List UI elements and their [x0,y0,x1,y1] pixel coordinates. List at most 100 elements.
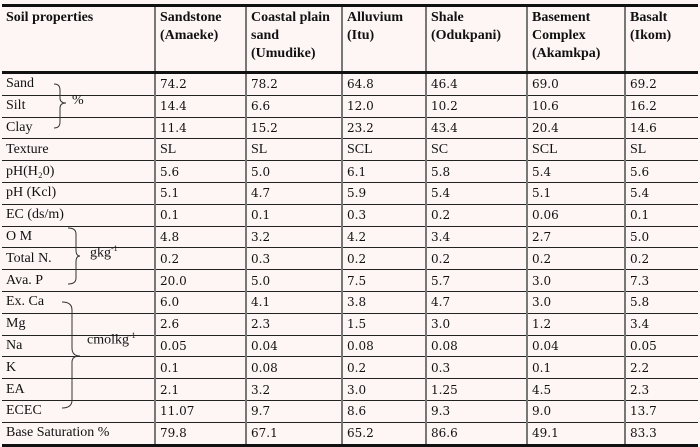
row-label: ECEC [2,399,155,423]
column-header: Soil properties [2,5,155,74]
row-label: pH (Kcl) [2,181,155,205]
table-cell: 64.8 [341,72,426,96]
table-cell: 3.4 [425,225,527,248]
table-cell: 4.7 [425,290,527,314]
table-cell: 5.1 [154,181,246,205]
table-cell: 2.7 [526,225,625,248]
table-cell: 43.4 [425,116,527,139]
table-cell: 7.5 [341,269,426,292]
column-header: Basalt (Ikom) [624,5,698,74]
table-cell: 0.2 [624,247,698,270]
row-label: Texture [2,138,155,161]
table-cell: 11.07 [154,399,246,423]
table-cell: 5.0 [245,160,342,183]
row-label: Ava. P [2,269,155,292]
table-cell: 0.05 [154,334,246,357]
table-cell: 0.1 [245,203,342,227]
cmolkg-unit: cmolkg-1 [87,331,136,348]
table-cell: 0.06 [526,203,625,227]
table-cell: 0.2 [526,247,625,270]
header-row: Soil properties Sandstone (Amaeke) Coastal… [2,5,698,74]
table-cell: 0.1 [154,203,246,227]
table-cell: 0.2 [425,247,527,270]
table-cell: 0.08 [425,334,527,357]
table-cell: 0.1 [526,356,625,379]
column-header: Sandstone (Amaeke) [154,5,246,74]
table-cell: 6.1 [341,160,426,183]
table-row: pH (Kcl) 5.1 4.7 5.9 5.4 5.1 5.4 [2,181,698,205]
table-cell: 4.2 [341,225,426,248]
table-cell: SCL [526,138,625,161]
table-cell: 5.4 [425,181,527,205]
table-cell: 4.1 [245,290,342,314]
table-cell: 10.2 [425,94,527,118]
table-cell: 5.8 [425,160,527,183]
table-row: O M 4.8 3.2 4.2 3.4 2.7 5.0 [2,225,698,248]
table-cell: 14.4 [154,94,246,118]
table-cell: 23.2 [341,116,426,139]
row-label: EC (ds/m) [2,203,155,227]
row-label: Sand [6,76,34,92]
table-cell: 11.4 [154,116,246,139]
table-row: K 0.1 0.08 0.2 0.3 0.1 2.2 [2,356,698,379]
table-cell: SCL [341,138,426,161]
row-label: K [2,356,155,379]
table-row: Na 0.05 0.04 0.08 0.08 0.04 0.05 [2,334,698,357]
table-cell: 5.7 [425,269,527,292]
table-cell: 69.2 [624,72,698,96]
table-cell: 5.4 [526,160,625,183]
row-label: Base Saturation % [2,421,155,446]
table-row: Total N. 0.2 0.3 0.2 0.2 0.2 0.2 [2,247,698,270]
table-cell: 46.4 [425,72,527,96]
table-cell: 3.0 [526,269,625,292]
table-cell: 9.7 [245,399,342,423]
table-cell: SL [154,138,246,161]
table-cell: 8.6 [341,399,426,423]
table-cell: 0.04 [526,334,625,357]
column-header: Shale (Odukpani) [425,5,527,74]
table-cell: 65.2 [341,421,426,446]
table-cell: 10.6 [526,94,625,118]
table-cell: 16.2 [624,94,698,118]
table-cell: 5.9 [341,181,426,205]
table-cell: 0.3 [425,356,527,379]
table-cell: 9.3 [425,399,527,423]
table-cell: 1.25 [425,378,527,401]
table-row: Texture SL SL SCL SC SCL SL [2,138,698,161]
table-row: Silt 14.4 6.6 12.0 10.2 10.6 16.2 [2,94,698,118]
table-cell: 49.1 [526,421,625,446]
table-cell: 0.1 [624,203,698,227]
table-row: ECEC 11.07 9.7 8.6 9.3 9.0 13.7 [2,399,698,423]
table-cell: 0.2 [425,203,527,227]
table-cell: 0.2 [341,356,426,379]
table-cell: 5.4 [624,181,698,205]
table-cell: 9.0 [526,399,625,423]
table-cell: 3.2 [245,225,342,248]
table-cell: 0.1 [154,356,246,379]
table-cell: 5.0 [245,269,342,292]
table-cell: 0.2 [341,247,426,270]
table-cell: 13.7 [624,399,698,423]
table-cell: 0.04 [245,334,342,357]
table-cell: 83.3 [624,421,698,446]
table-cell: 2.3 [624,378,698,401]
table-cell: 5.1 [526,181,625,205]
table-cell: 3.0 [425,312,527,336]
table-cell: 3.4 [624,312,698,336]
table-cell: 3.2 [245,378,342,401]
table-cell: 20.4 [526,116,625,139]
row-label: Clay [2,116,155,139]
table-cell: SC [425,138,527,161]
table-cell: 20.0 [154,269,246,292]
column-header: Coastal plain sand (Umudike) [245,5,342,74]
table-cell: 4.7 [245,181,342,205]
table-cell: 4.8 [154,225,246,248]
table-cell: 2.3 [245,312,342,336]
table-cell: 0.3 [341,203,426,227]
table-cell: 0.08 [341,334,426,357]
table-cell: 7.3 [624,269,698,292]
row-label: pH(H₂0) [2,160,155,183]
table-cell: 6.0 [154,290,246,314]
table-cell: 12.0 [341,94,426,118]
table-row: Clay 11.4 15.2 23.2 43.4 20.4 14.6 [2,116,698,139]
